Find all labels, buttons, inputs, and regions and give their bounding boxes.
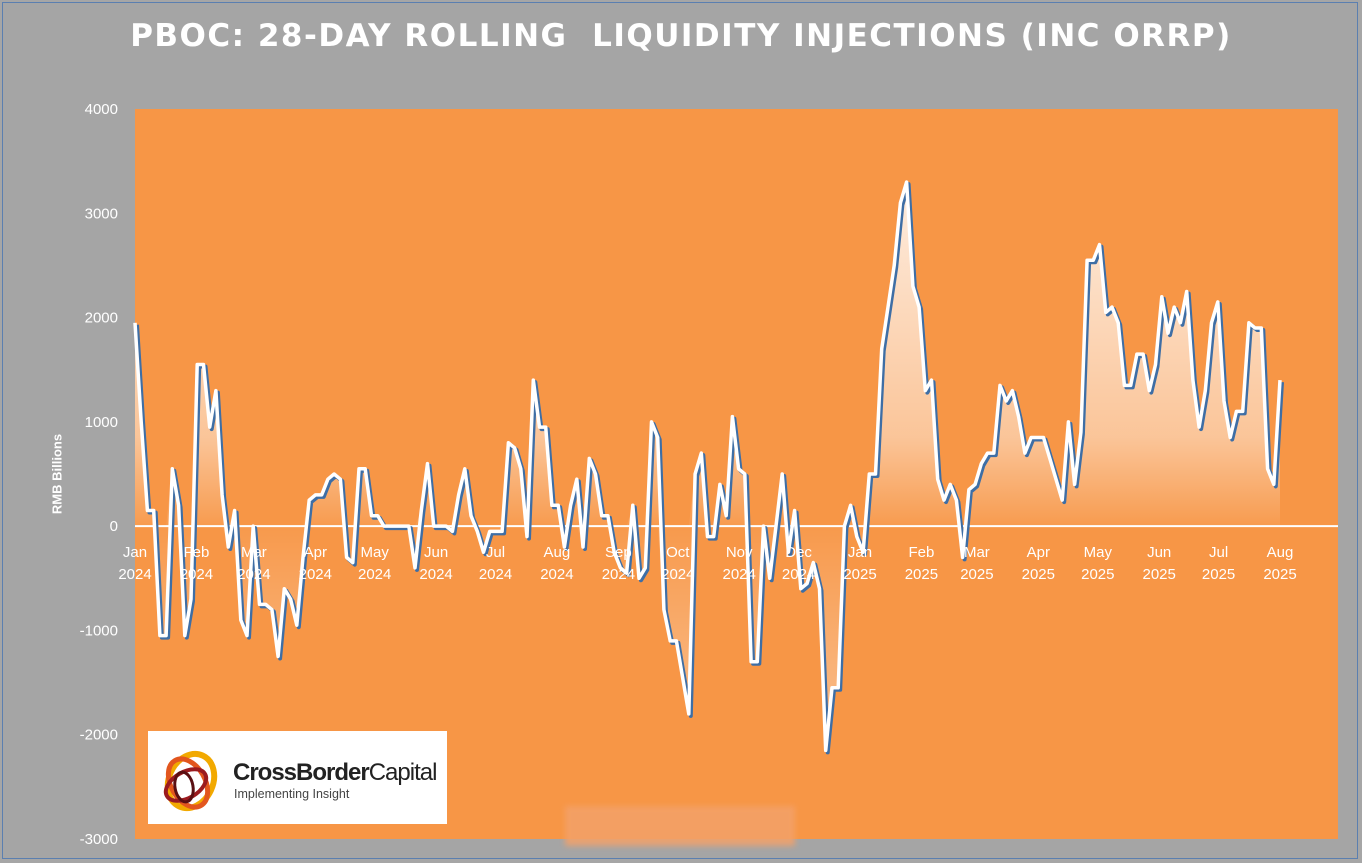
y-tick-label: 2000 bbox=[85, 310, 118, 327]
y-tick-label: 0 bbox=[110, 518, 118, 535]
x-tick-label: Mar 2025 bbox=[960, 544, 993, 583]
x-tick-label: Jun 2024 bbox=[419, 544, 452, 583]
y-axis-label: RMB Billions bbox=[49, 433, 65, 515]
y-tick-label: 4000 bbox=[85, 101, 118, 118]
x-tick-label: May 2025 bbox=[1081, 544, 1114, 583]
logo-tagline: Implementing Insight bbox=[234, 787, 350, 801]
x-tick-label: Jul 2025 bbox=[1202, 544, 1235, 583]
x-tick-label: Jul 2024 bbox=[479, 544, 512, 583]
x-tick-label: Jan 2025 bbox=[843, 544, 876, 583]
x-tick-label: Apr 2025 bbox=[1022, 544, 1055, 583]
series-line-shadow bbox=[135, 182, 1284, 755]
x-tick-label: Sep 2024 bbox=[602, 544, 635, 583]
logo-wordmark: CrossBorderCapital bbox=[233, 759, 437, 786]
x-tick-label: Aug 2025 bbox=[1263, 544, 1296, 583]
x-tick-label: Oct 2024 bbox=[661, 544, 694, 583]
area-fill-negative bbox=[135, 526, 1280, 751]
y-tick-label: -2000 bbox=[80, 727, 118, 744]
series-line bbox=[133, 180, 1282, 753]
x-tick-label: Apr 2024 bbox=[299, 544, 332, 583]
y-tick-label: -1000 bbox=[80, 622, 118, 639]
x-tick-label: Jan 2024 bbox=[118, 544, 151, 583]
y-tick-label: 3000 bbox=[85, 205, 118, 222]
logo-swirl-icon bbox=[163, 750, 218, 812]
area-fill-positive bbox=[135, 182, 1280, 527]
x-tick-label: Aug 2024 bbox=[540, 544, 573, 583]
x-tick-label: Jun 2025 bbox=[1143, 544, 1176, 583]
x-tick-label: Feb 2024 bbox=[180, 544, 213, 583]
crossborder-logo: CrossBorderCapital Implementing Insight bbox=[148, 731, 447, 824]
y-tick-label: 1000 bbox=[85, 414, 118, 431]
x-tick-label: Mar 2024 bbox=[237, 544, 270, 583]
x-tick-label: Nov 2024 bbox=[723, 544, 756, 583]
x-tick-label: May 2024 bbox=[358, 544, 391, 583]
blurred-watermark bbox=[565, 806, 795, 846]
y-tick-label: -3000 bbox=[80, 831, 118, 848]
chart-title: PBOC: 28-DAY ROLLING LIQUIDITY INJECTION… bbox=[130, 18, 1232, 54]
x-tick-label: Dec 2024 bbox=[782, 544, 815, 583]
x-tick-label: Feb 2025 bbox=[905, 544, 938, 583]
